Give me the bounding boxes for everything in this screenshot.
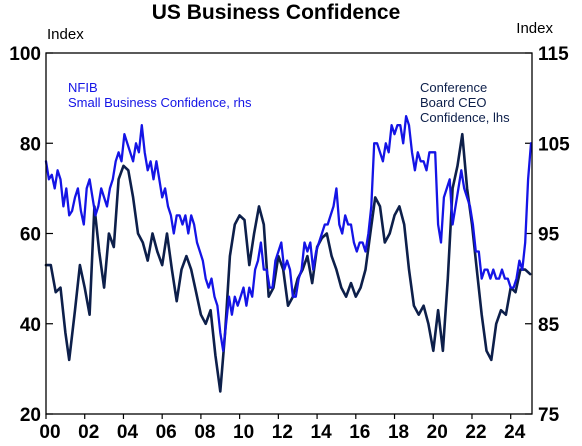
annotation-nfib-line-1: NFIB bbox=[68, 80, 98, 95]
left-tick-label: 100 bbox=[9, 44, 41, 65]
annotation-nfib-line-2: Small Business Confidence, rhs bbox=[68, 95, 252, 110]
x-tick-label: 18 bbox=[388, 422, 409, 443]
x-tick-label: 20 bbox=[427, 422, 448, 443]
right-tick-label: 85 bbox=[538, 315, 560, 336]
chart-title: US Business Confidence bbox=[152, 1, 401, 24]
x-tick-label: 06 bbox=[156, 422, 177, 443]
right-tick-label: 95 bbox=[538, 225, 560, 246]
x-tick-label: 08 bbox=[194, 422, 215, 443]
x-tick-label: 14 bbox=[311, 422, 333, 443]
left-tick-label: 60 bbox=[20, 225, 41, 246]
x-tick-label: 04 bbox=[117, 422, 139, 443]
x-tick-label: 00 bbox=[39, 422, 60, 443]
x-tick-label: 12 bbox=[272, 422, 293, 443]
series-line-ceo-confidence bbox=[44, 132, 532, 393]
left-axis-label: Index bbox=[47, 26, 84, 43]
right-tick-label: 115 bbox=[538, 44, 569, 65]
right-tick-label: 75 bbox=[538, 405, 560, 426]
x-tick-label: 02 bbox=[78, 422, 99, 443]
annotation-ceo-line-1: Conference bbox=[420, 80, 487, 95]
annotation-ceo-line-2: Board CEO bbox=[420, 95, 486, 110]
left-tick-label: 80 bbox=[20, 134, 41, 155]
annotation-ceo: Conference Board CEO Confidence, lhs bbox=[420, 80, 510, 125]
x-tick-label: 16 bbox=[349, 422, 370, 443]
x-tick-label: 24 bbox=[504, 422, 526, 443]
right-axis-label: Index bbox=[516, 20, 553, 37]
annotation-ceo-line-3: Confidence, lhs bbox=[420, 110, 510, 125]
series-line-nfib bbox=[44, 115, 533, 352]
left-tick-label: 40 bbox=[20, 315, 41, 336]
annotation-nfib: NFIB Small Business Confidence, rhs bbox=[68, 80, 252, 110]
x-tick-label: 10 bbox=[233, 422, 254, 443]
right-tick-label: 105 bbox=[538, 134, 570, 155]
plot-frame bbox=[45, 52, 533, 415]
left-tick-label: 20 bbox=[20, 405, 41, 426]
x-tick-label: 22 bbox=[465, 422, 486, 443]
